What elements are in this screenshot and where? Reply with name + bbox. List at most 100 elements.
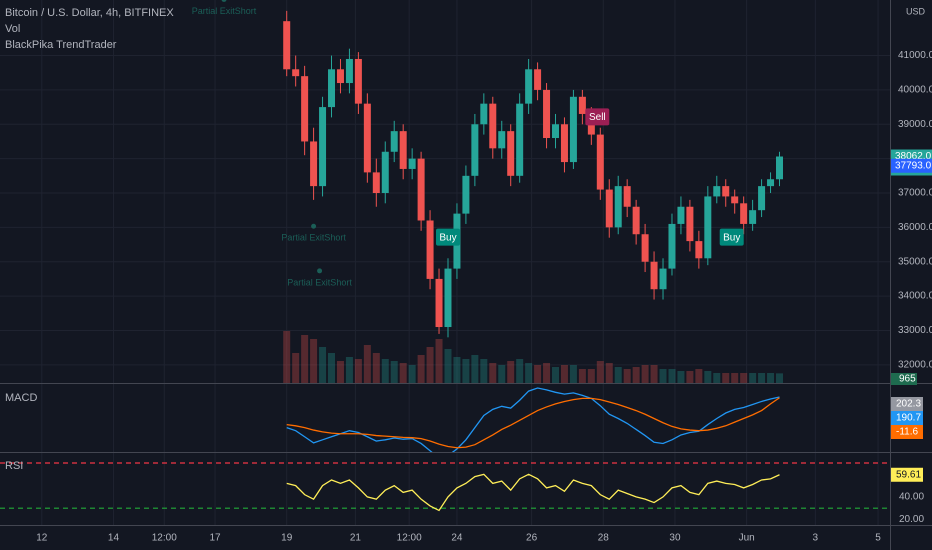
volume-bar (435, 339, 443, 383)
rsi-line (286, 473, 780, 512)
candle-body (435, 278, 443, 328)
candle-body (623, 186, 631, 207)
candle-body (516, 103, 524, 176)
volume-bar (292, 353, 300, 383)
candle-body (399, 131, 407, 169)
macd-line (286, 387, 780, 452)
volume-bar (453, 357, 461, 383)
candle-body (534, 69, 542, 90)
labels: Bitcoin / U.S. Dollar, 4h, BITFINEX Vol … (5, 6, 932, 544)
rsi-tag (891, 467, 923, 482)
y-tick-label: 35000.0 (898, 256, 932, 267)
candle-body (767, 179, 775, 187)
signal-label: Sell (589, 112, 606, 123)
volume-bar (444, 349, 452, 383)
volume-bar (283, 331, 291, 383)
exit-dot (317, 268, 323, 274)
candle-body (363, 103, 371, 173)
volume-bar (534, 365, 542, 383)
volume-bar (480, 359, 488, 383)
x-tick-label: 24 (451, 533, 463, 544)
exit-label: Partial ExitShort (287, 277, 352, 287)
rsi-tick-label: 40.00 (899, 492, 924, 503)
candle-body (722, 186, 730, 197)
candle-body (695, 241, 703, 259)
volume-bar (381, 359, 389, 383)
candle-body (292, 69, 300, 77)
volume-bar (328, 353, 336, 383)
signal-box (719, 228, 744, 246)
volume-bar (399, 363, 407, 383)
candle-body (417, 158, 425, 221)
rsi-pane (0, 462, 890, 512)
candle-body (408, 158, 416, 169)
volume-bar (390, 361, 398, 383)
candle-body (569, 96, 577, 163)
volume-bar (623, 369, 631, 383)
candle-body (471, 124, 479, 176)
volume-bar (543, 363, 551, 383)
volume-bar (578, 369, 586, 383)
x-tick-label: 12:00 (152, 533, 177, 544)
signal-box (585, 108, 610, 126)
candle-body (328, 69, 336, 108)
volume-bar (516, 359, 524, 383)
volume-bar (596, 361, 604, 383)
signal-label: Buy (723, 232, 740, 243)
volume-bar (659, 369, 667, 383)
x-tick-label: 5 (875, 533, 881, 544)
price-pane: Buy Sell Buy Partial ExitShort Partial ExitS… (192, 0, 783, 383)
x-tick-label: 3 (813, 533, 819, 544)
volume-bar (319, 347, 327, 383)
volume-bar (489, 363, 497, 383)
volume-bar (686, 371, 694, 383)
candle-body (301, 76, 309, 142)
candle-body (677, 206, 685, 224)
candle-body (614, 186, 622, 228)
volume-bar (767, 373, 775, 383)
exit-label: Partial ExitShort (192, 6, 257, 16)
x-tick-label: 12 (36, 533, 48, 544)
volume-tag (891, 373, 917, 385)
y-tick-label: 41000.0 (898, 50, 932, 61)
macd-tag-label: 190.7 (896, 413, 921, 424)
macd-tag-label: 202.3 (896, 399, 921, 410)
candle-body (686, 206, 694, 242)
candle-body (650, 261, 658, 290)
macd-tag (891, 425, 923, 439)
volume-bar (336, 361, 344, 383)
rsi-tag-label: 59.61 (896, 469, 921, 480)
y-tick-label: 39000.0 (898, 119, 932, 130)
x-tick-label: 17 (209, 533, 221, 544)
candle-body (560, 124, 568, 163)
volume-bar (471, 355, 479, 383)
candle-body (498, 131, 506, 149)
rsi-tick-label: 20.00 (899, 514, 924, 525)
x-tick-label: 30 (669, 533, 681, 544)
candle-body (345, 58, 353, 84)
signal-label: Buy (439, 232, 456, 243)
volume-bar (614, 367, 622, 383)
x-tick-label: 12:00 (397, 533, 422, 544)
price-tag (891, 158, 932, 173)
exit-dot (221, 0, 227, 2)
volume-bar (650, 365, 658, 383)
x-tick-label: Jun (739, 533, 755, 544)
volume-bar (498, 365, 506, 383)
exit-label: Partial ExitShort (281, 233, 346, 243)
volume-bar (426, 347, 434, 383)
x-tick-label: 28 (598, 533, 610, 544)
x-tick-label: 19 (281, 533, 293, 544)
volume-bar (507, 361, 515, 383)
volume-bar (758, 373, 766, 383)
volume-bar (695, 369, 703, 383)
volume-bar (301, 335, 309, 383)
candle-body (552, 124, 560, 139)
candle-body (336, 69, 344, 84)
volume-bar (677, 371, 685, 383)
y-tick-label: 32000.0 (898, 359, 932, 370)
candle-body (507, 131, 515, 176)
volume-bar (749, 373, 757, 383)
volume-bar (668, 369, 676, 383)
